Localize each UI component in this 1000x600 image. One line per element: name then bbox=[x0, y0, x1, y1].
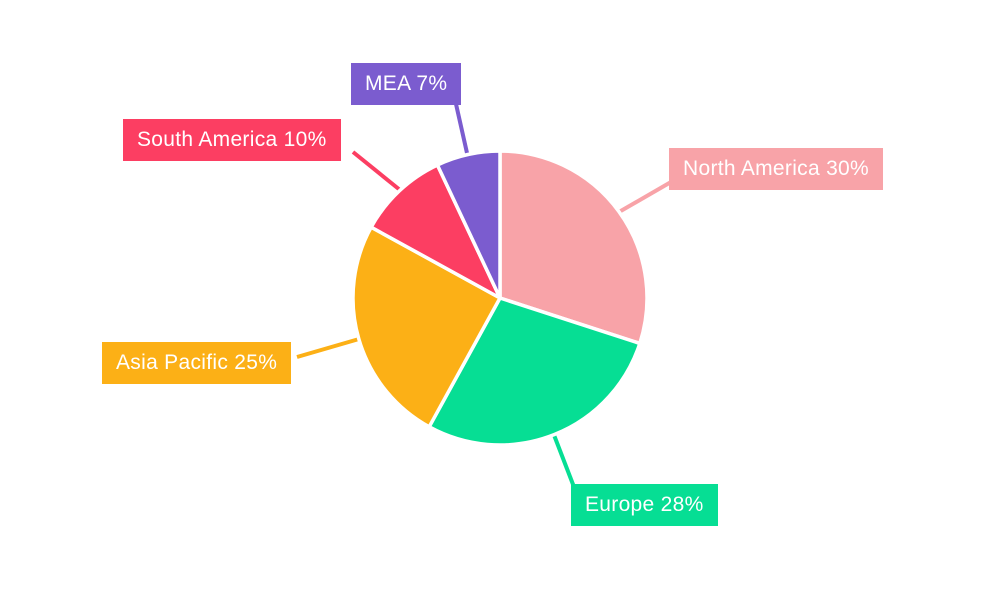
pie-label-mea: MEA 7% bbox=[351, 63, 462, 105]
leader-line-south-america bbox=[351, 150, 402, 192]
pie-label-south-america: South America 10% bbox=[123, 119, 341, 161]
leader-line-mea bbox=[454, 103, 469, 154]
leader-line-asia-pacific bbox=[296, 337, 360, 359]
pie-label-north-america: North America 30% bbox=[669, 148, 884, 190]
pie-slice-mea[interactable] bbox=[435, 149, 502, 300]
pie-label-asia-pacific: Asia Pacific 25% bbox=[102, 342, 292, 384]
leader-lines-group bbox=[296, 103, 672, 488]
pie-label-europe: Europe 28% bbox=[571, 484, 718, 526]
pie-slice-south-america[interactable] bbox=[369, 163, 502, 300]
pie-slice-europe[interactable] bbox=[427, 296, 642, 447]
leader-line-north-america bbox=[618, 180, 672, 214]
leader-line-europe bbox=[552, 434, 576, 488]
slices-group bbox=[351, 149, 649, 447]
pie-slice-north-america[interactable] bbox=[498, 149, 649, 346]
pie-slice-asia-pacific[interactable] bbox=[351, 225, 502, 429]
